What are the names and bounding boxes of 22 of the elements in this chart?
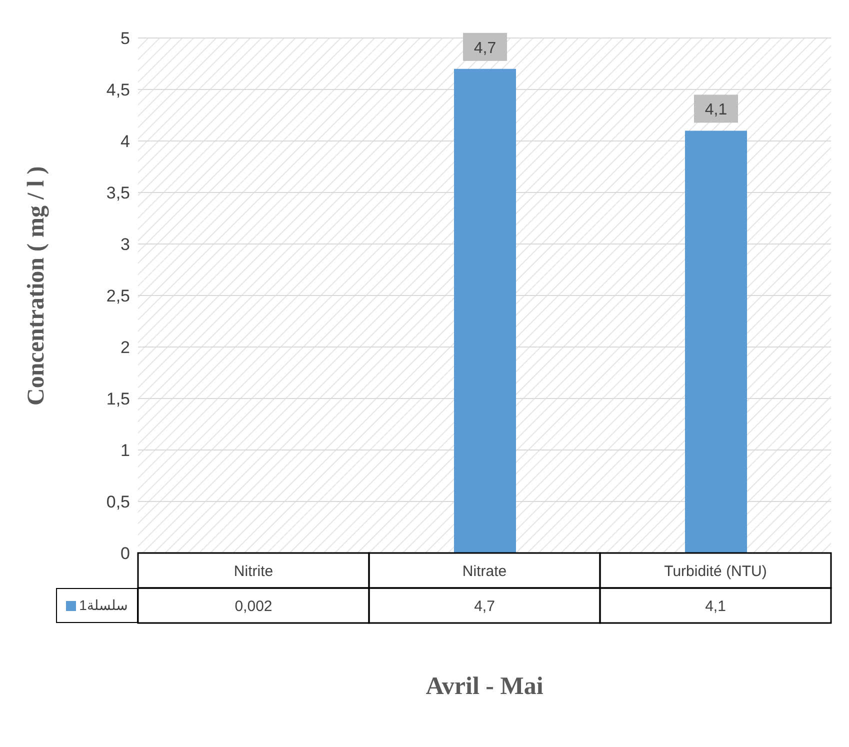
- y-tick-label: 1: [120, 441, 130, 460]
- x-tick-label: Nitrate: [462, 563, 507, 580]
- y-tick-label: 4: [120, 132, 130, 152]
- data-label: 0,002: [234, 598, 272, 615]
- y-tick-label: 5: [120, 29, 130, 48]
- y-tick-label: 2,5: [106, 286, 130, 306]
- legend-label: سلسلة1: [79, 597, 128, 614]
- x-tick-label: Turbidité (NTU): [664, 563, 767, 580]
- data-label: 4,7: [474, 598, 495, 615]
- text: 4,1: [704, 102, 728, 119]
- y-tick-label: 0,5: [106, 492, 130, 512]
- text: 4,7: [474, 40, 496, 57]
- y-axis-title: Concentration ( mg / l ): [24, 166, 50, 406]
- y-tick-label: 3,5: [106, 184, 130, 203]
- y-tick-label: 1,5: [106, 390, 130, 409]
- y-tick-label: 4,5: [106, 80, 130, 100]
- data-label: 4,1: [705, 598, 726, 615]
- y-tick-label: 2: [120, 338, 130, 358]
- x-axis-title: Avril - Mai: [424, 673, 544, 701]
- x-tick-label: Nitrite: [234, 563, 274, 580]
- y-tick-label: 3: [120, 235, 130, 254]
- y-tick-label: 0: [120, 544, 130, 564]
